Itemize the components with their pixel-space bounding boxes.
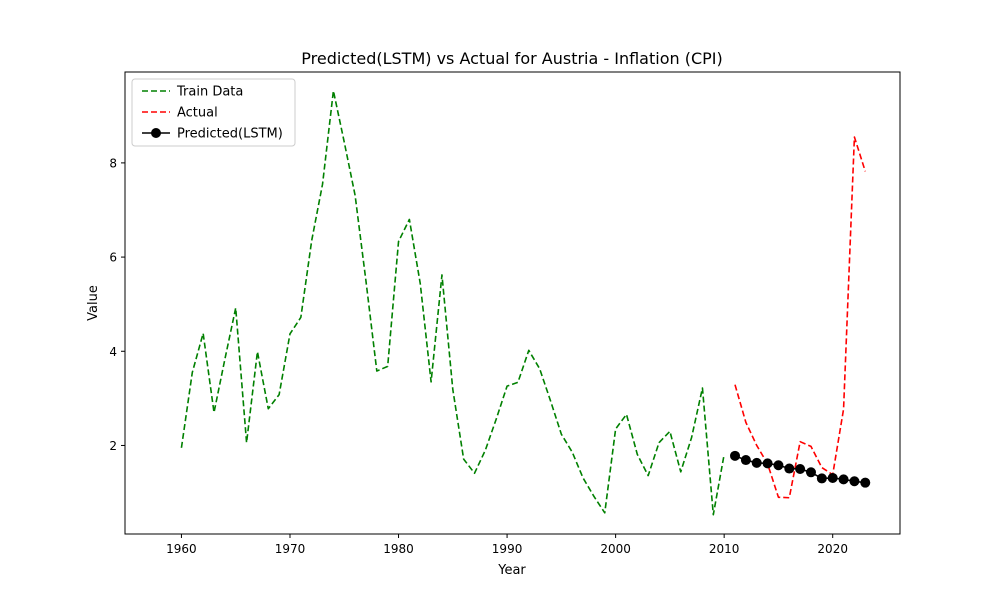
legend-label-actual: Actual [177,106,218,121]
legend-box [131,78,296,147]
y-axis-ticks: 2 4 6 8 [109,156,125,453]
y-tick-label: 4 [109,345,117,359]
series-point-predicted-lstm [751,457,762,468]
series-point-predicted-lstm [795,464,806,475]
y-tick-label: 6 [109,251,117,265]
series-point-predicted-lstm [827,472,838,483]
legend-label-predicted-lstm: Predicted(LSTM) [177,127,283,142]
x-axis-label: Year [497,563,526,578]
x-axis-ticks: 1960 1970 1980 1990 2000 2010 2020 [166,534,848,556]
legend-label-train-data: Train Data [176,85,243,100]
series-point-predicted-lstm [740,455,751,466]
series-point-predicted-lstm [860,477,871,488]
series-point-predicted-lstm [816,473,827,484]
series-point-predicted-lstm [805,467,816,478]
series-point-predicted-lstm [849,476,860,487]
plot-frame [124,71,901,535]
series-point-predicted-lstm [773,460,784,471]
y-tick-label: 8 [109,156,117,170]
series-point-predicted-lstm [838,474,849,485]
y-axis-label: Value [86,285,101,321]
series-point-predicted-lstm [784,463,795,474]
x-tick-label: 1980 [383,542,414,556]
x-tick-label: 1960 [166,542,197,556]
chart-title: Predicted(LSTM) vs Actual for Austria - … [301,49,722,68]
series-point-predicted-lstm [762,458,773,469]
x-tick-label: 1970 [275,542,306,556]
y-tick-label: 2 [109,439,117,453]
series-point-predicted-lstm [730,450,741,461]
series-line-train-data [180,90,725,516]
plot-series-group [180,90,871,516]
x-tick-label: 2010 [709,542,740,556]
series-line-actual [734,136,867,499]
x-tick-label: 2020 [817,542,848,556]
legend: Train Data Actual Predicted(LSTM) [131,78,296,147]
legend-marker-predicted-lstm [151,128,161,138]
x-tick-label: 2000 [600,542,631,556]
x-tick-label: 1990 [492,542,523,556]
